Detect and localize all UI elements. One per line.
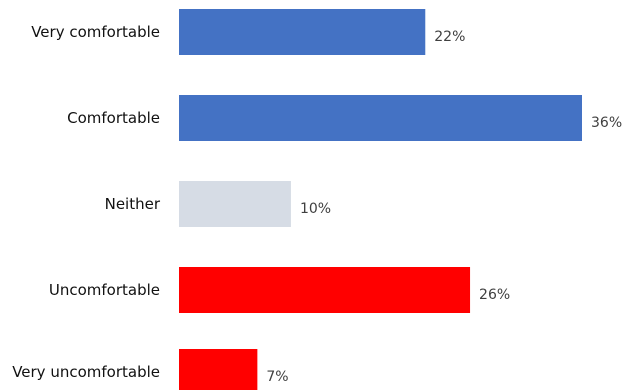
bar (179, 181, 291, 227)
bar (179, 9, 426, 55)
value-labels: 22% 36% 10% 26% 7% (266, 29, 622, 385)
bars (179, 9, 582, 390)
category-label: Comfortable (67, 109, 160, 127)
value-label: 7% (266, 369, 288, 385)
category-label: Very comfortable (31, 23, 160, 41)
category-label: Neither (105, 195, 161, 213)
value-label: 10% (300, 201, 331, 217)
value-label: 26% (479, 287, 510, 303)
value-label: 36% (591, 115, 622, 131)
value-label: 22% (434, 29, 465, 45)
category-label: Very uncomfortable (12, 363, 160, 381)
bar (179, 95, 582, 141)
bar (179, 267, 471, 313)
bar (179, 349, 258, 390)
category-label: Uncomfortable (49, 281, 160, 299)
category-labels: Very comfortable Comfortable Neither Uncomf… (12, 23, 161, 381)
